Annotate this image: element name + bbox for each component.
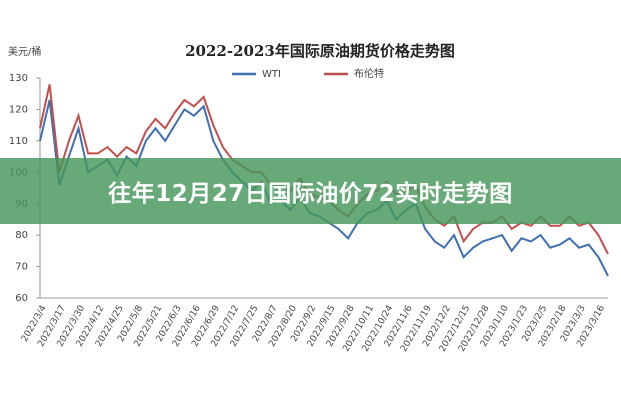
y-tick-label: 60 <box>15 293 28 304</box>
banner: 往年12月27日国际油价72实时走势图 <box>0 158 621 224</box>
y-tick-label: 70 <box>15 262 28 273</box>
legend-label: WTI <box>262 69 281 80</box>
chart-title: 2022-2023年国际原油期货价格走势图 <box>185 42 455 60</box>
y-tick-label: 130 <box>9 73 28 84</box>
y-axis-label: 美元/桶 <box>8 45 41 58</box>
legend-label: 布伦特 <box>354 67 384 80</box>
y-tick-label: 110 <box>9 136 28 147</box>
y-tick-label: 120 <box>9 104 28 115</box>
y-tick-label: 80 <box>15 230 28 241</box>
